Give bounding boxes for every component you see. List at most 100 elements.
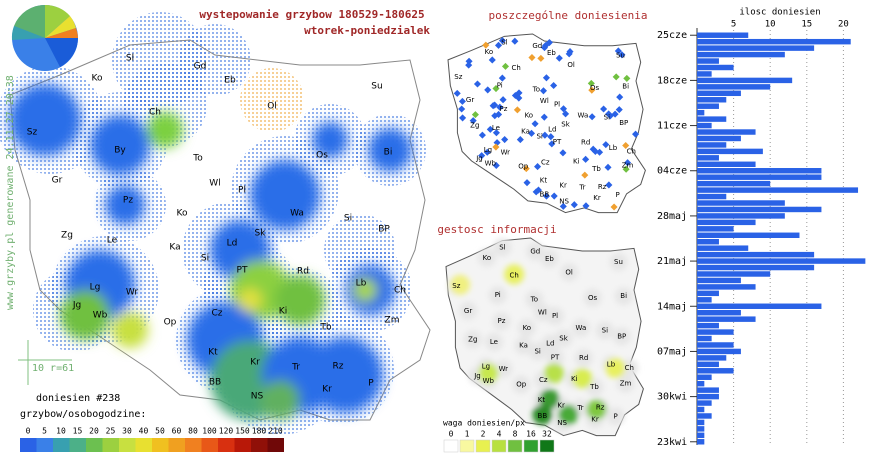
place-label: Wr — [501, 148, 511, 156]
place-label: Cz — [211, 309, 222, 319]
report-marker — [589, 145, 597, 153]
bar — [697, 109, 705, 116]
density-blob — [368, 128, 412, 172]
place-label: Ch — [394, 286, 406, 296]
bar — [697, 413, 712, 419]
place-label: Sz — [27, 128, 38, 138]
legend-swatch — [267, 438, 284, 452]
legend-label: 0 — [26, 427, 31, 436]
density-blob — [147, 112, 183, 148]
density-halo — [612, 327, 631, 346]
place-label: BP — [378, 225, 390, 235]
report-marker — [537, 54, 545, 62]
report-marker — [531, 120, 539, 128]
legend-label: 4 — [497, 430, 502, 439]
place-label: Su — [371, 82, 382, 92]
density-halo — [609, 252, 628, 271]
place-label: Le — [490, 338, 498, 346]
bar — [697, 116, 727, 122]
bar — [697, 245, 749, 251]
report-marker — [545, 39, 553, 47]
bar — [697, 180, 771, 187]
place-label: Tb — [591, 165, 601, 173]
report-marker — [501, 135, 509, 144]
place-label: Gd — [530, 248, 540, 256]
report-marker — [614, 47, 622, 55]
bar — [697, 161, 756, 168]
bar — [697, 51, 785, 58]
bar — [697, 374, 712, 380]
place-label: Kr — [559, 181, 567, 189]
legend-label: 2 — [481, 430, 486, 439]
place-label: Lb — [609, 144, 618, 152]
report-marker — [539, 87, 548, 95]
place-label: Wl — [209, 179, 220, 189]
place-label: Si — [344, 214, 352, 224]
place-label: Ki — [279, 307, 287, 317]
place-label: PT — [551, 354, 560, 362]
legend-label: 25 — [106, 427, 116, 436]
bar — [697, 97, 727, 103]
bar — [697, 355, 727, 361]
bar — [697, 90, 741, 97]
place-label: P — [616, 191, 620, 199]
legend-title: grzybow/osobogodzine: — [20, 409, 146, 420]
place-label: Eb — [547, 49, 556, 57]
bar — [697, 84, 771, 90]
report-marker — [465, 57, 473, 65]
bar — [697, 426, 705, 432]
place-label: Sl — [126, 54, 134, 64]
place-label: Sl — [499, 243, 505, 251]
report-marker — [492, 84, 500, 93]
legend-label: 180 — [252, 427, 267, 436]
report-marker — [622, 141, 630, 150]
report-marker — [559, 149, 567, 157]
report-marker — [496, 103, 504, 111]
place-label: Jg — [475, 155, 483, 163]
report-marker — [491, 101, 499, 109]
density-blob — [112, 312, 148, 348]
legend-swatch — [201, 438, 218, 452]
place-label: Pl — [238, 186, 246, 196]
place-label: Ol — [267, 102, 277, 112]
legend-label: 210 — [268, 427, 283, 436]
place-label: Kr — [593, 194, 601, 202]
density-halo — [493, 238, 512, 257]
bar — [697, 290, 719, 297]
place-label: Os — [588, 294, 598, 302]
report-marker — [582, 155, 590, 163]
bar — [697, 303, 822, 309]
report-marker — [528, 54, 536, 62]
report-marker — [616, 93, 624, 101]
bar — [697, 64, 734, 71]
bar — [697, 284, 756, 290]
place-label: Gd — [194, 62, 207, 72]
place-label: Gr — [52, 176, 63, 186]
place-label: Ch — [511, 64, 520, 72]
y-tick-label: 23kwi — [657, 437, 687, 448]
place-label: Ki — [571, 375, 578, 383]
place-label: Le — [492, 124, 500, 132]
bar — [697, 45, 815, 51]
legend-swatch — [443, 439, 459, 453]
place-label: Rz — [333, 362, 344, 372]
bar — [697, 58, 719, 64]
place-label: To — [532, 85, 540, 93]
place-label: Jg — [473, 372, 481, 380]
density-halo — [606, 407, 625, 426]
place-label: Kt — [540, 177, 548, 185]
y-tick-label: 30kwi — [657, 392, 687, 403]
report-marker — [540, 44, 549, 52]
report-marker — [615, 106, 623, 114]
report-marker — [562, 110, 570, 118]
legend-swatch — [119, 438, 136, 452]
bar — [697, 174, 822, 180]
report-marker — [548, 140, 556, 148]
bar — [697, 226, 734, 232]
blobs — [447, 238, 639, 433]
place-label: Lg — [90, 283, 101, 293]
report-marker — [499, 96, 507, 104]
bar — [697, 271, 771, 277]
report-marker — [483, 148, 491, 156]
